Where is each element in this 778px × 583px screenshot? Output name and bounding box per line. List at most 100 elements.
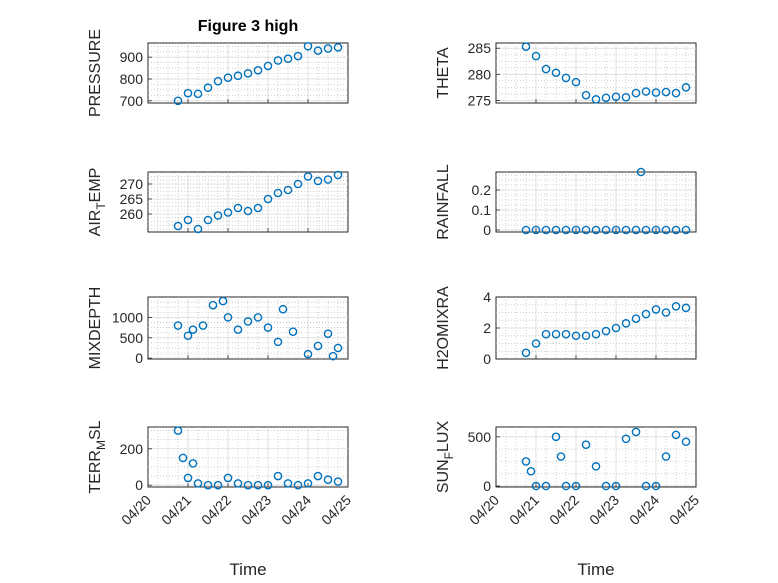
panel-8-xtick-label: 04/23 (586, 492, 622, 528)
panel-7-point (203, 480, 213, 490)
panel-8-point (541, 481, 551, 491)
panel-8-xtick-label: 04/25 (666, 492, 702, 528)
panel-5-point (183, 331, 193, 341)
panel-7-xtick-label: 04/22 (198, 492, 234, 528)
panel-4-point (541, 225, 551, 235)
panel-7-point (183, 473, 193, 483)
panel-2-point (581, 90, 591, 100)
panel-1-ytick-label: 700 (120, 93, 144, 109)
panel-6-ytick-label: 0 (483, 351, 491, 367)
panel-2-point (541, 64, 551, 74)
panel-3-point (223, 208, 233, 217)
panel-7-ytick-label: 0 (135, 477, 143, 493)
panel-3-ylabel: AIRTEMP (87, 168, 108, 237)
panel-6-point (641, 309, 651, 319)
panel-3-ytick-label: 270 (120, 176, 144, 192)
panel-6-point (571, 331, 581, 341)
panel-8-xlabel: Time (577, 560, 614, 579)
panel-5-point (188, 325, 198, 334)
panel-4-point (651, 225, 661, 235)
panel-2-ylabel: THETA (435, 47, 452, 99)
panel-7-point (233, 479, 243, 488)
figure-title: Figure 3 high (198, 18, 298, 35)
panel-7-point (323, 475, 333, 485)
panel-1-point (323, 44, 333, 53)
panel-5-point (278, 304, 288, 314)
panel-8-point (681, 437, 691, 447)
panel-8-point (601, 481, 611, 491)
panel-3-point (233, 203, 243, 213)
panel-1-point (253, 65, 263, 75)
panel-5-point (208, 300, 218, 310)
panel-2-point (621, 92, 631, 102)
panel-4-point (671, 225, 681, 235)
panel-3-point (213, 211, 223, 220)
panel-8-xtick-label: 04/20 (466, 492, 502, 528)
panel-5-point (263, 323, 273, 332)
panel-7-point (303, 479, 313, 488)
panel-5-point (173, 321, 183, 330)
panel-3-point (313, 176, 323, 186)
panel-2-ytick-label: 285 (468, 40, 492, 56)
panel-8-xtick-label: 04/24 (626, 492, 662, 528)
panel-7-xtick-label: 04/23 (238, 492, 274, 528)
panel-7-point (188, 459, 198, 468)
panel-7-point (173, 426, 183, 435)
panel-5-point (233, 325, 243, 334)
panel-4-point (601, 225, 611, 235)
panel-5-point (223, 313, 233, 322)
panel-7-point (243, 480, 253, 490)
panel-7-xtick-label: 04/24 (278, 492, 314, 528)
panel-3-point (263, 194, 273, 204)
panel-1-point (293, 51, 303, 61)
panel-1-ytick-label: 900 (120, 49, 144, 65)
panel-2-ytick-label: 280 (468, 66, 492, 82)
panel-7-point (333, 477, 343, 486)
panel-1-point (313, 46, 323, 55)
panel-7-xtick-label: 04/20 (118, 492, 154, 528)
panel-2-point (531, 51, 541, 61)
panel-1-point (223, 73, 233, 82)
panel-2-point (521, 42, 531, 51)
panel-1-point (333, 43, 343, 52)
panel-1-point (213, 76, 223, 86)
panel-5-ylabel: MIXDEPTH (87, 287, 104, 370)
panel-7-point (223, 473, 233, 483)
panel-1-point (283, 54, 293, 64)
panel-6-point (671, 301, 681, 311)
panel-2-point (551, 68, 561, 78)
panel-8-ytick-label: 0 (483, 478, 491, 494)
panel-4-point (591, 225, 601, 235)
panel-4-point (581, 225, 591, 235)
panel-6-ytick-label: 2 (483, 320, 491, 336)
panel-7-point (263, 480, 273, 490)
panel-8-point (671, 430, 681, 440)
panel-3-point (243, 206, 253, 216)
panel-1-point (243, 69, 253, 78)
panel-4-point (621, 225, 631, 235)
panel-7-xtick-label: 04/25 (318, 492, 354, 528)
panel-6-point (611, 323, 621, 333)
panel-3-point (333, 170, 343, 180)
panel-5-point (243, 317, 253, 326)
panel-7-point (313, 471, 323, 481)
panel-2-point (561, 73, 571, 83)
panel-8-point (591, 462, 601, 471)
panel-6-ytick-label: 4 (483, 289, 491, 305)
panel-8-point (521, 457, 531, 466)
panel-2-point (681, 83, 691, 92)
panel-3-ytick-label: 260 (120, 206, 144, 222)
panel-5-point (303, 349, 313, 359)
panel-4-point (631, 225, 641, 235)
panel-7-ylabel: TERRMSL (87, 420, 108, 493)
panel-6-point (581, 331, 591, 341)
panel-8-point (551, 432, 561, 442)
panel-6-point (601, 326, 611, 336)
panel-2-point (661, 87, 671, 97)
panel-6-point (651, 305, 661, 314)
panel-3-point (193, 224, 203, 234)
panel-8-point (581, 440, 591, 450)
panel-8-point (621, 434, 631, 444)
panel-1-point (273, 56, 283, 65)
